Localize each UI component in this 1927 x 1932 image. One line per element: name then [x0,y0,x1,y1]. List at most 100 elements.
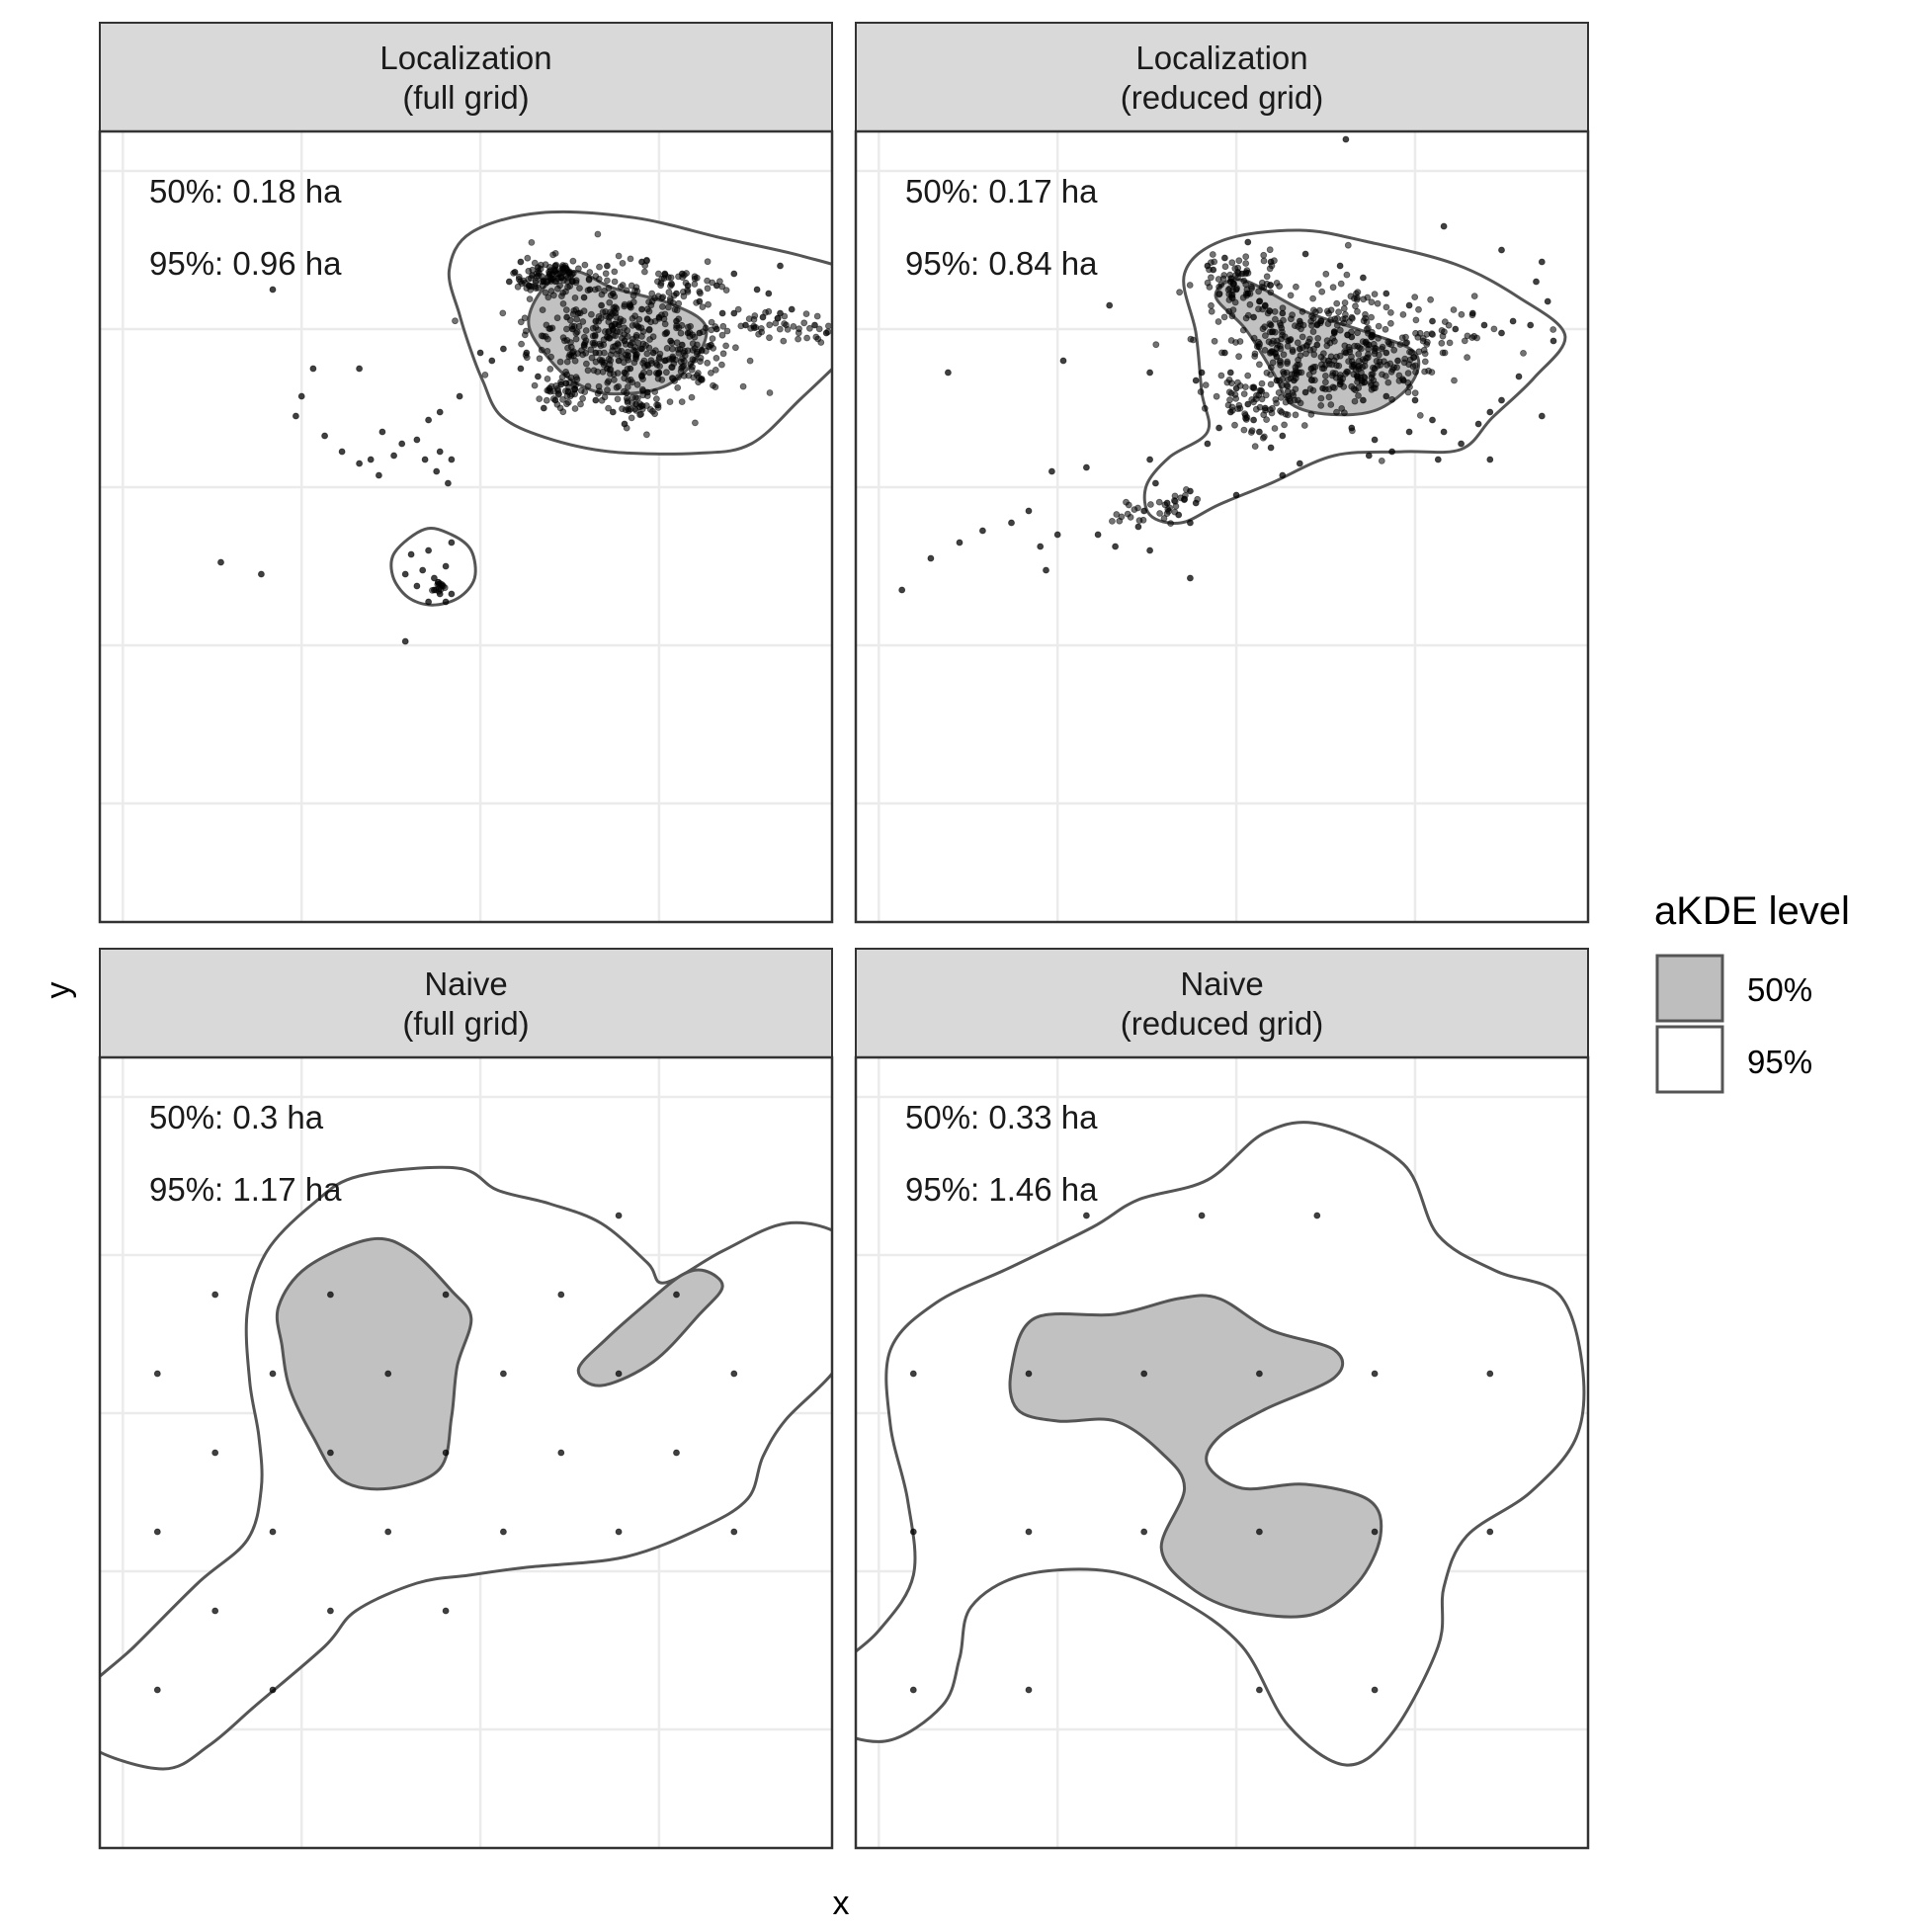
data-point [730,309,738,317]
data-point [1293,283,1299,291]
data-point [675,315,683,323]
data-point [531,381,539,389]
data-point [909,1686,917,1694]
data-point [766,334,773,342]
data-point [1515,373,1523,380]
data-point [615,1370,623,1378]
data-point [1335,308,1342,316]
data-point [568,349,576,357]
data-point [257,570,265,578]
data-point [434,578,442,586]
data-point [1183,485,1190,493]
data-point [572,305,580,313]
data-point [499,1370,507,1378]
data-point [510,269,517,277]
data-point [1439,332,1447,340]
data-point [718,361,725,369]
data-point [488,357,496,365]
data-point [592,358,600,366]
data-point [576,285,583,293]
legend-key-95 [1655,1025,1724,1094]
data-point [652,347,659,355]
data-point [612,332,620,340]
data-point [1256,403,1264,411]
data-point [604,262,611,270]
data-point [1343,271,1351,279]
data-point [1268,348,1276,355]
data-point [1244,238,1252,246]
data-point [1208,301,1215,309]
data-point [806,324,813,332]
data-point [1201,404,1209,412]
data-point [739,382,747,390]
data-point [1445,321,1453,329]
data-point [1299,307,1306,315]
data-point [566,316,574,324]
facet-strip [99,948,833,1058]
data-point [1204,440,1212,448]
data-point [269,1528,277,1536]
data-point [1419,337,1427,345]
data-point [665,303,672,311]
data-point [384,1370,392,1378]
data-point [1215,283,1222,291]
data-point [1256,1686,1263,1694]
data-point [1382,290,1390,297]
data-point [1354,289,1362,296]
data-point [1429,331,1436,338]
data-point [1498,329,1505,337]
data-point [1147,501,1154,508]
data-point [1140,1528,1148,1536]
data-point [644,362,652,370]
data-point [1266,320,1274,328]
data-point [674,383,682,391]
data-point [604,277,611,285]
data-point [1206,284,1214,291]
data-point [722,342,729,350]
data-point [643,350,651,358]
data-point [1008,519,1015,527]
data-point [562,368,569,376]
data-point [1251,353,1259,360]
data-point [1240,426,1248,434]
data-point [647,318,654,326]
data-point [1498,396,1505,404]
data-point [708,326,715,334]
data-point [1109,518,1116,525]
data-point [1318,288,1326,295]
data-point [684,287,691,294]
data-point [1369,370,1377,378]
data-point [518,340,525,348]
data-point [640,357,648,365]
data-point [1025,1686,1033,1694]
data-point [606,298,614,306]
data-point [675,299,683,307]
data-point [598,301,605,309]
data-point [1293,368,1300,376]
data-point [1375,334,1382,342]
data-point [709,279,716,287]
data-point [699,303,707,311]
data-point [1320,365,1328,373]
data-point [1439,349,1447,357]
data-point [1187,574,1194,582]
data-point [680,293,688,300]
data-point [638,332,645,340]
data-point [1464,332,1471,340]
data-point [670,292,678,299]
data-point [572,279,580,287]
data-point [1163,510,1171,517]
data-point [1025,507,1033,515]
data-point [367,456,375,463]
data-point [689,346,697,354]
data-point [566,283,574,290]
data-point [531,259,539,267]
data-point [758,324,765,332]
data-point [1411,396,1419,404]
data-point [719,322,727,330]
data-point [505,278,513,286]
data-point [1333,408,1340,416]
data-point [615,252,623,260]
data-point [575,265,582,273]
data-point [1273,399,1280,407]
